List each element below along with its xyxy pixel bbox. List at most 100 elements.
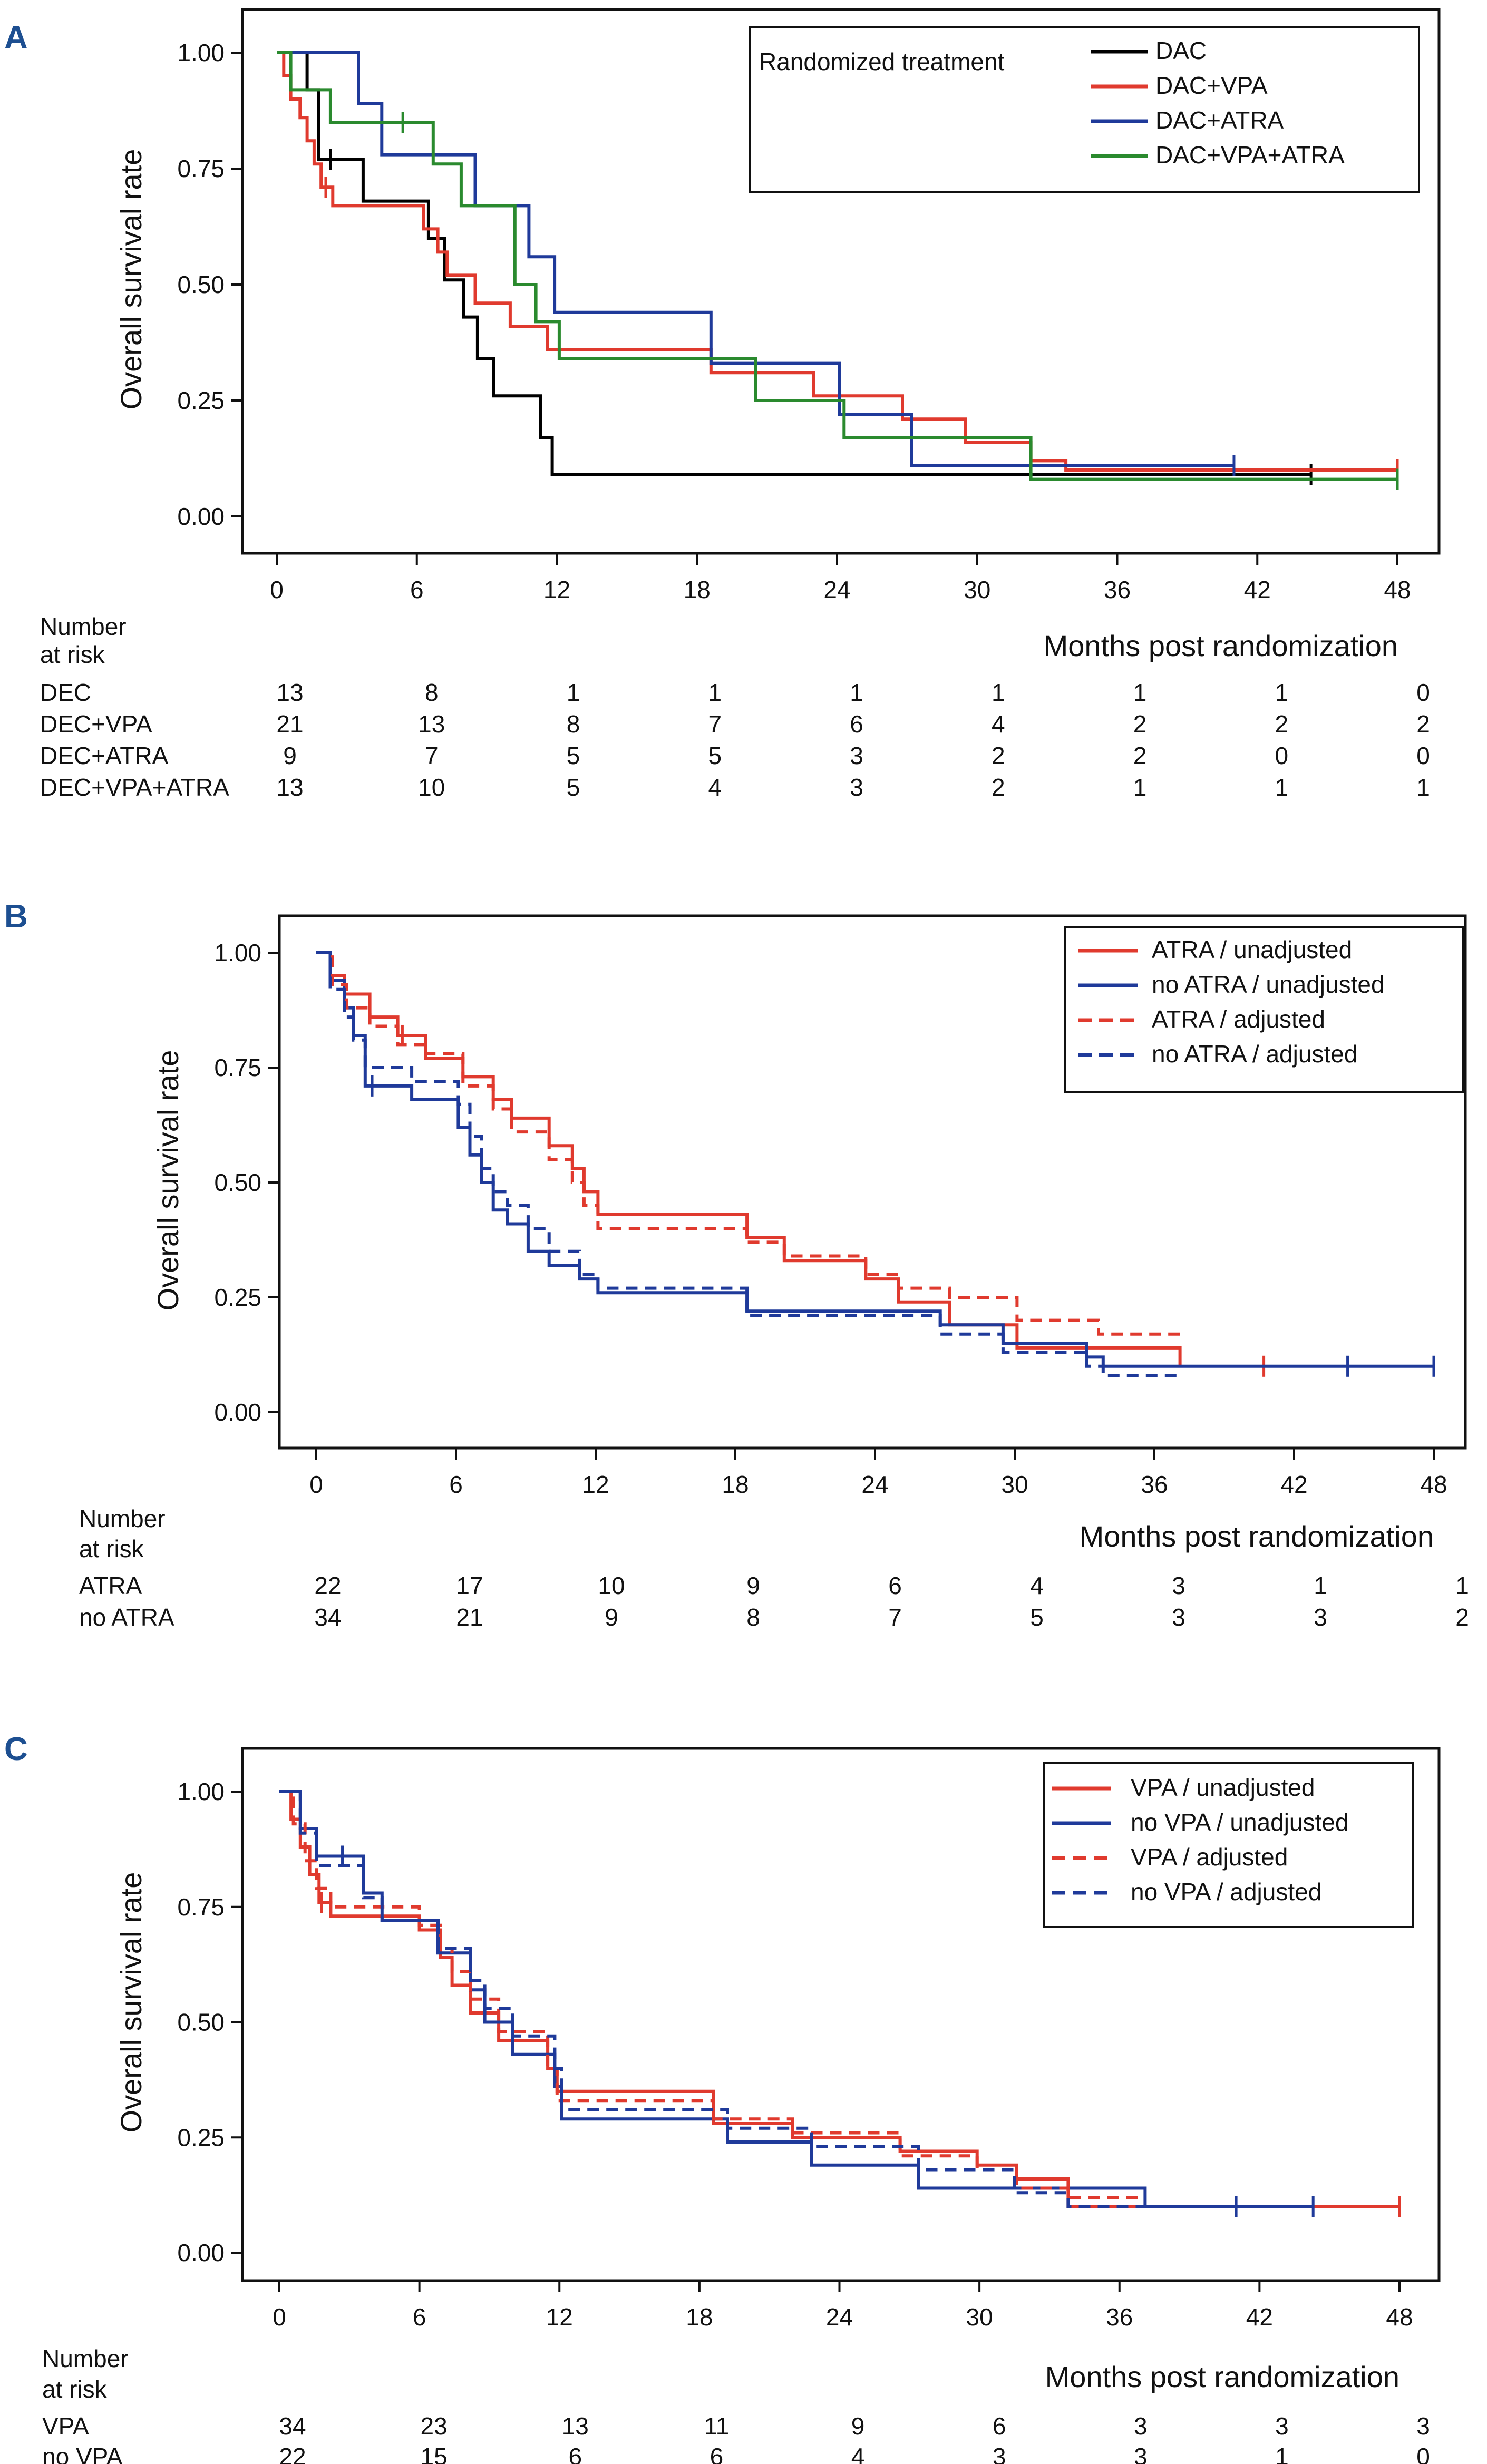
legend-box — [749, 26, 1420, 193]
risk-count: 6 — [568, 2443, 582, 2464]
risk-count: 5 — [567, 774, 580, 801]
risk-count: 1 — [1416, 774, 1430, 801]
series-line-2 — [279, 1790, 1145, 2199]
risk-count: 2 — [1455, 1603, 1469, 1631]
legend-entry-2: VPA / adjusted — [1131, 1843, 1288, 1871]
risk-count: 13 — [418, 710, 445, 738]
risk-count: 1 — [1275, 774, 1288, 801]
risk-count: 8 — [567, 710, 580, 738]
legend-box — [1064, 926, 1464, 1093]
panel-label: A — [4, 19, 28, 56]
x-tick-label: 42 — [1244, 576, 1271, 603]
legend-entry-1: DAC+VPA — [1155, 72, 1268, 99]
risk-count: 8 — [425, 679, 439, 706]
risk-count: 0 — [1275, 742, 1288, 769]
risk-count: 0 — [1416, 679, 1430, 706]
y-tick-label: 0.00 — [177, 2239, 225, 2266]
risk-count: 21 — [456, 1603, 483, 1631]
risk-count: 1 — [992, 679, 1005, 706]
plot-frame — [241, 8, 1441, 555]
x-tick-label: 12 — [546, 2303, 573, 2331]
panel-c: C0.000.250.500.751.000 6 12 18 24 30 36 42 48Ove… — [4, 1731, 1441, 2464]
risk-row-label: DEC+ATRA — [40, 742, 169, 769]
panel-label: B — [4, 898, 28, 935]
x-tick-label: 36 — [1106, 2303, 1133, 2331]
risk-count: 15 — [421, 2443, 448, 2464]
risk-count: 1 — [850, 679, 863, 706]
risk-count: 2 — [992, 742, 1005, 769]
risk-count: 1 — [1275, 2443, 1289, 2464]
x-tick-label: 24 — [826, 2303, 853, 2331]
risk-count: 23 — [421, 2412, 448, 2440]
risk-count: 8 — [746, 1603, 760, 1631]
risk-count: 3 — [1172, 1572, 1185, 1599]
y-axis-label: Overall survival rate — [151, 1050, 184, 1311]
risk-count: 10 — [598, 1572, 625, 1599]
x-tick-label: 24 — [861, 1471, 888, 1498]
risk-count: 6 — [850, 710, 863, 738]
risk-row-label: no ATRA — [79, 1603, 174, 1631]
x-axis-label: Months post randomization — [1045, 2360, 1399, 2393]
risk-count: 4 — [1030, 1572, 1044, 1599]
x-tick-label: 48 — [1386, 2303, 1413, 2331]
risk-row-label: VPA — [42, 2412, 89, 2440]
risk-count: 6 — [710, 2443, 724, 2464]
risk-count: 9 — [605, 1603, 618, 1631]
risk-count: 17 — [456, 1572, 483, 1599]
risk-count: 3 — [1275, 2412, 1289, 2440]
x-tick-label: 18 — [722, 1471, 749, 1498]
risk-count: 13 — [276, 774, 303, 801]
risk-count: 1 — [1455, 1572, 1469, 1599]
risk-count: 4 — [992, 710, 1005, 738]
x-tick-label: 12 — [582, 1471, 609, 1498]
series-line-0 — [316, 951, 1182, 1366]
risk-count: 1 — [1133, 774, 1147, 801]
y-tick-label: 0.50 — [177, 271, 225, 298]
legend-entry-0: VPA / unadjusted — [1131, 1774, 1315, 1801]
x-tick-label: 6 — [410, 576, 424, 603]
risk-count: 10 — [418, 774, 445, 801]
x-tick-label: 18 — [686, 2303, 713, 2331]
y-tick-label: 0.50 — [214, 1169, 261, 1196]
risk-count: 1 — [567, 679, 580, 706]
x-tick-label: 12 — [543, 576, 570, 603]
risk-count: 6 — [993, 2412, 1006, 2440]
risk-count: 2 — [1416, 710, 1430, 738]
y-tick-label: 0.75 — [177, 155, 225, 182]
series-line-3 — [279, 1790, 1145, 2208]
risk-count: 4 — [851, 2443, 865, 2464]
legend-entry-3: no ATRA / adjusted — [1152, 1040, 1357, 1068]
risk-table-title: Number — [42, 2345, 129, 2372]
risk-count: 13 — [276, 679, 303, 706]
x-tick-label: 6 — [413, 2303, 426, 2331]
risk-table-title: Number — [40, 613, 127, 640]
x-tick-label: 30 — [966, 2303, 993, 2331]
risk-count: 7 — [888, 1603, 902, 1631]
legend-entry-3: DAC+VPA+ATRA — [1155, 141, 1345, 169]
legend-entry-1: no ATRA / unadjusted — [1152, 971, 1385, 998]
risk-count: 5 — [708, 742, 722, 769]
risk-count: 21 — [276, 710, 303, 738]
y-tick-label: 0.00 — [177, 503, 225, 530]
risk-count: 3 — [1134, 2443, 1148, 2464]
legend-entry-3: no VPA / adjusted — [1131, 1878, 1321, 1905]
risk-row-label: no VPA — [42, 2443, 123, 2464]
risk-table-title: at risk — [79, 1535, 144, 1562]
x-axis-label: Months post randomization — [1044, 629, 1398, 662]
risk-count: 1 — [1314, 1572, 1327, 1599]
risk-count: 1 — [1275, 679, 1288, 706]
risk-count: 34 — [279, 2412, 306, 2440]
x-tick-label: 42 — [1246, 2303, 1273, 2331]
risk-count: 22 — [279, 2443, 306, 2464]
risk-count: 0 — [1416, 2443, 1430, 2464]
y-axis-label: Overall survival rate — [114, 1872, 148, 2133]
y-tick-label: 0.50 — [177, 2009, 225, 2036]
y-tick-label: 0.75 — [214, 1054, 261, 1081]
risk-count: 3 — [850, 742, 863, 769]
risk-count: 7 — [425, 742, 439, 769]
risk-count: 11 — [704, 2412, 729, 2440]
x-tick-label: 6 — [449, 1471, 463, 1498]
risk-count: 2 — [1133, 710, 1147, 738]
series-line-3 — [277, 51, 1397, 481]
risk-count: 3 — [1314, 1603, 1327, 1631]
